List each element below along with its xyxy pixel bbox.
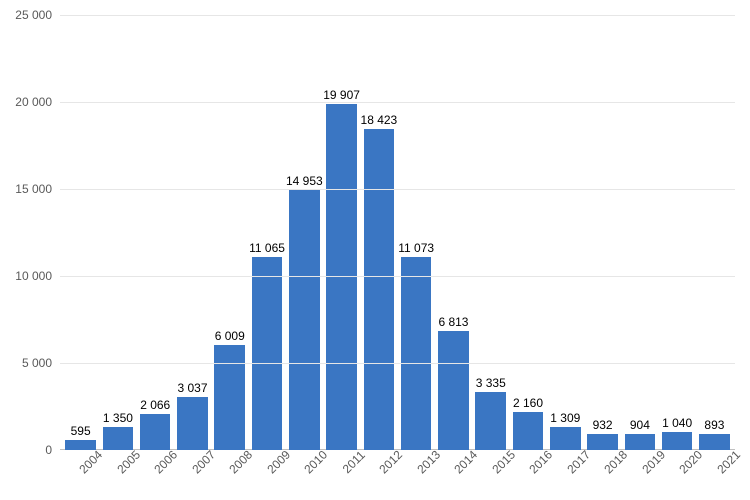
bar — [364, 129, 395, 450]
bar-value-label: 3 335 — [476, 376, 506, 390]
grid-line — [60, 102, 735, 103]
bar-slot: 14 953 — [286, 15, 323, 450]
grid-line — [60, 15, 735, 16]
bar-value-label: 2 160 — [513, 396, 543, 410]
bar-value-label: 1 040 — [662, 416, 692, 430]
bar-value-label: 18 423 — [361, 113, 398, 127]
bar — [252, 257, 283, 450]
bar-value-label: 11 073 — [398, 241, 434, 255]
bars-region: 595 1 350 2 066 3 037 6 009 11 065 14 953 19 90… — [60, 15, 735, 450]
y-tick-label: 15 000 — [15, 182, 60, 196]
y-tick-label: 5 000 — [22, 356, 60, 370]
bar-slot: 6 009 — [211, 15, 248, 450]
y-tick-label: 0 — [45, 443, 60, 457]
bar-value-label: 1 350 — [103, 411, 133, 425]
bar-slot: 2 066 — [137, 15, 174, 450]
bar-value-label: 595 — [71, 424, 91, 438]
bar-slot: 932 — [584, 15, 621, 450]
bar-slot: 893 — [696, 15, 733, 450]
bar-value-label: 3 037 — [177, 381, 207, 395]
bar — [438, 331, 469, 450]
bar — [214, 345, 245, 450]
bar-slot: 11 073 — [398, 15, 435, 450]
bar-value-label: 14 953 — [286, 174, 323, 188]
grid-line — [60, 189, 735, 190]
grid-line — [60, 363, 735, 364]
bar-value-label: 11 065 — [249, 241, 285, 255]
bar-slot: 1 350 — [99, 15, 136, 450]
bar-slot: 6 813 — [435, 15, 472, 450]
bar-slot: 11 065 — [248, 15, 285, 450]
grid-line — [60, 276, 735, 277]
bar-value-label: 904 — [630, 418, 650, 432]
y-tick-label: 20 000 — [15, 95, 60, 109]
bar-slot: 1 309 — [547, 15, 584, 450]
y-tick-label: 25 000 — [15, 8, 60, 22]
bar-value-label: 2 066 — [140, 398, 170, 412]
bar-value-label: 1 309 — [550, 411, 580, 425]
bar-value-label: 6 813 — [438, 315, 468, 329]
bar-slot: 2 160 — [509, 15, 546, 450]
y-tick-label: 10 000 — [15, 269, 60, 283]
bar-value-label: 19 907 — [323, 88, 360, 102]
bar-slot: 18 423 — [360, 15, 397, 450]
bar-slot: 1 040 — [659, 15, 696, 450]
bar — [289, 190, 320, 450]
bar-slot: 3 335 — [472, 15, 509, 450]
bar-slot: 595 — [62, 15, 99, 450]
x-axis-labels: 2004200520062007200820092010201120122013… — [60, 450, 735, 500]
chart-container: 595 1 350 2 066 3 037 6 009 11 065 14 953 19 90… — [0, 0, 750, 500]
plot-area: 595 1 350 2 066 3 037 6 009 11 065 14 953 19 90… — [60, 15, 735, 450]
bar — [401, 257, 432, 450]
bar-slot: 19 907 — [323, 15, 360, 450]
bar-slot: 904 — [621, 15, 658, 450]
bar-value-label: 6 009 — [215, 329, 245, 343]
bar-slot: 3 037 — [174, 15, 211, 450]
bar-value-label: 893 — [704, 418, 724, 432]
bar-value-label: 932 — [593, 418, 613, 432]
